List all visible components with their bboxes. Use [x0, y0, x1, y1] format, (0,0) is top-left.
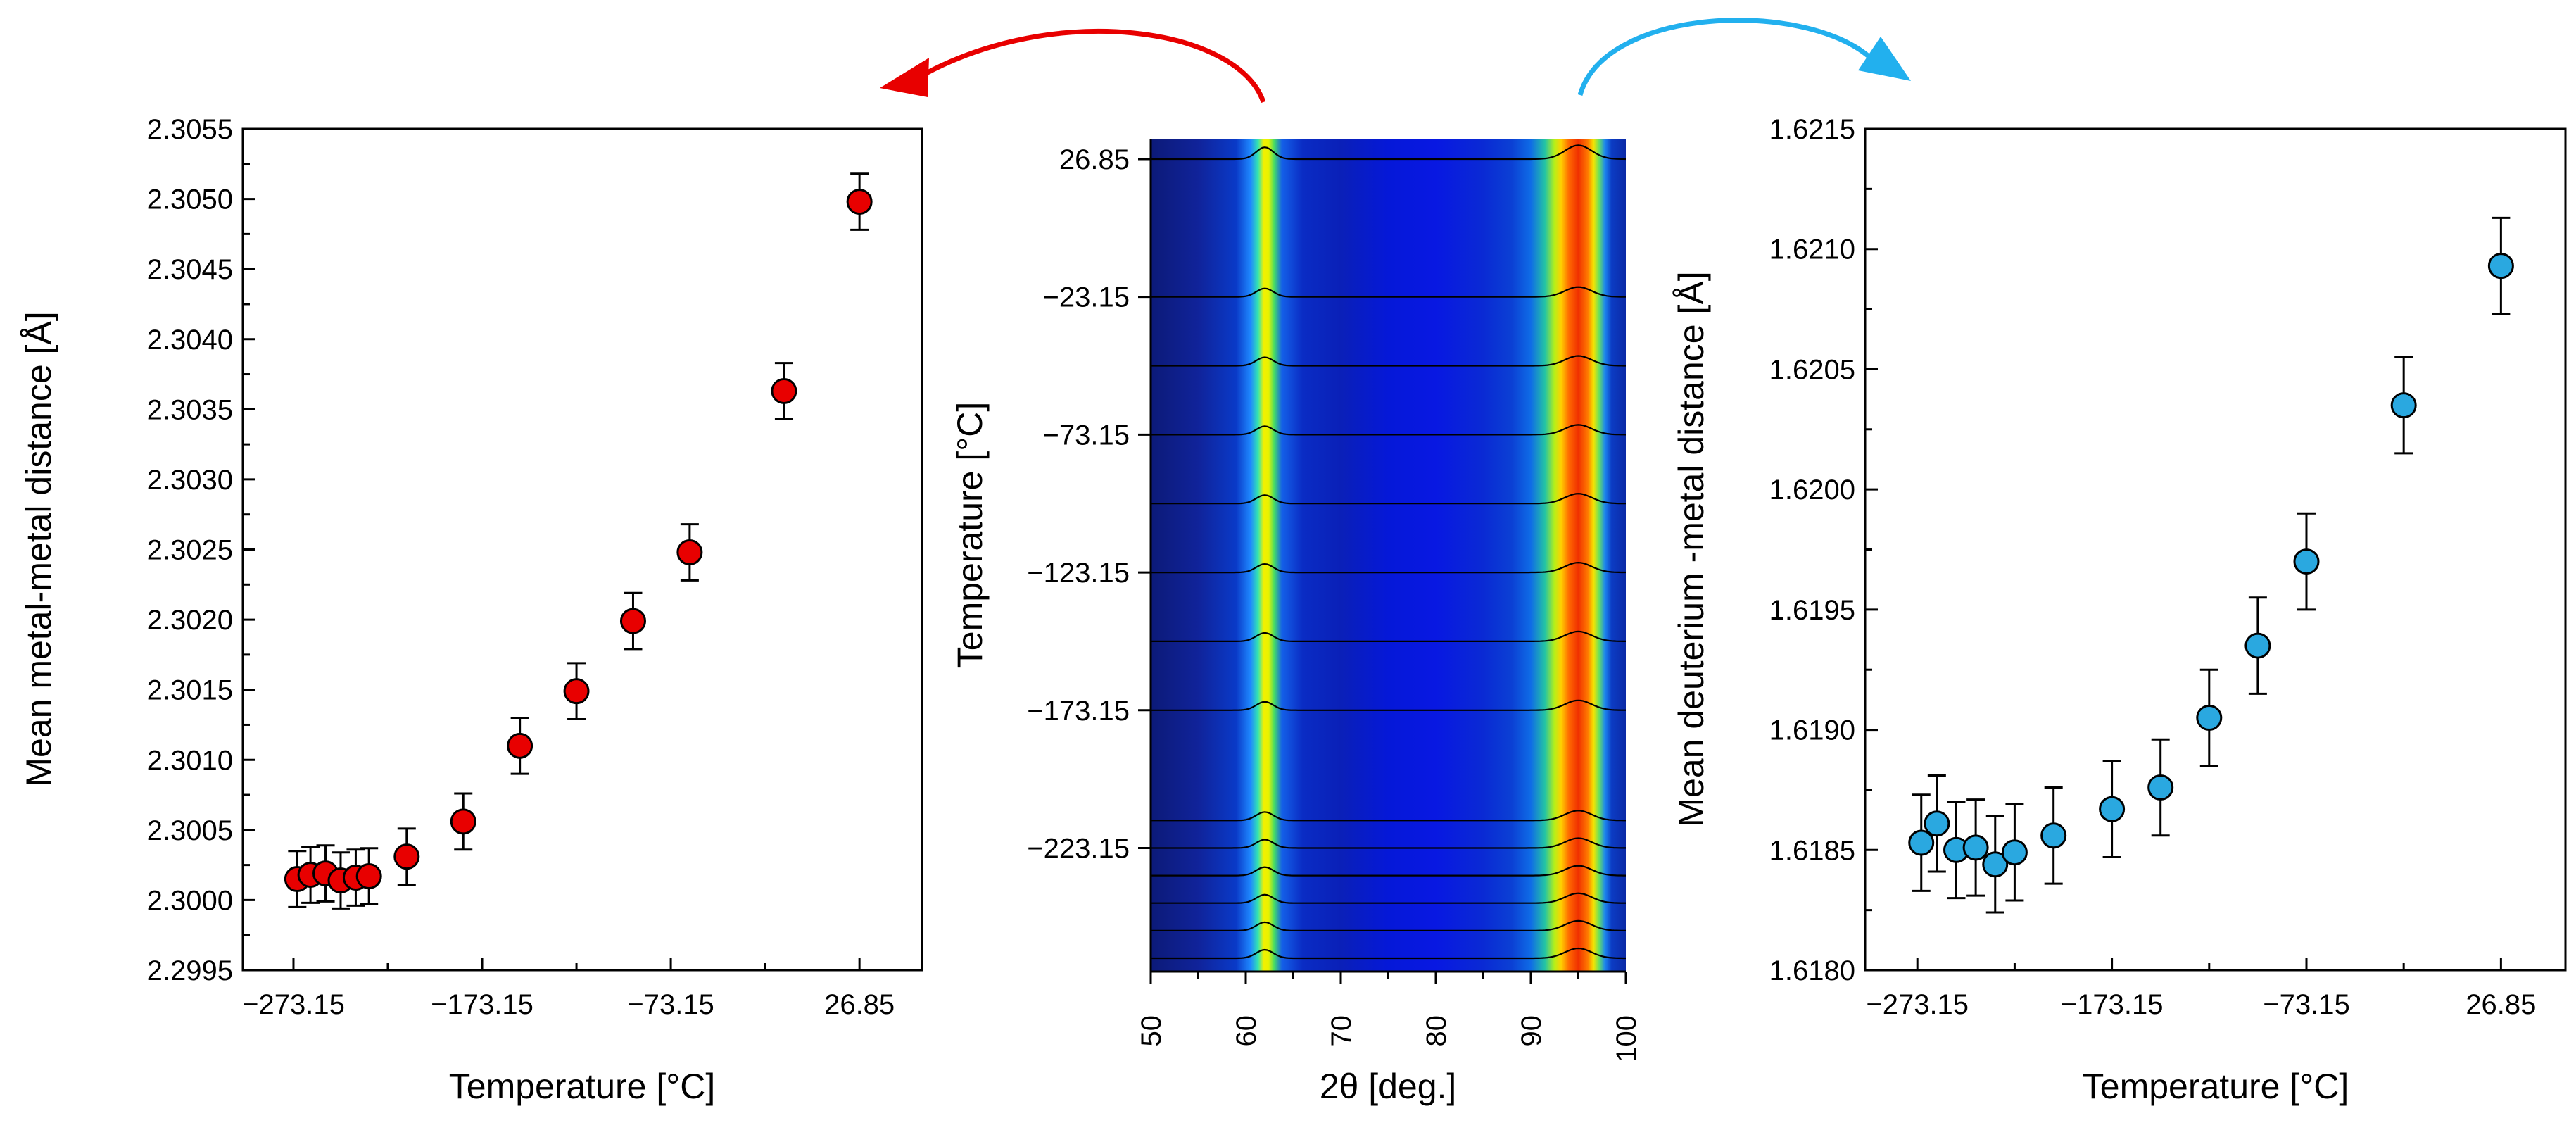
- diffraction-trace: [1151, 424, 1627, 436]
- diffraction-trace: [1151, 699, 1626, 711]
- data-point: [1962, 834, 1989, 861]
- y-tick-label: −173.15: [1027, 696, 1130, 727]
- y-tick-label: 26.85: [1059, 144, 1130, 175]
- x-tick-label: 70: [1326, 1015, 1357, 1047]
- y-tick-label: −73.15: [1043, 420, 1130, 451]
- data-point: [2487, 253, 2514, 280]
- y-tick-label: −223.15: [1027, 833, 1130, 864]
- y-tick-label: 1.6180: [1769, 955, 1855, 986]
- data-point: [2099, 796, 2126, 822]
- diffraction-trace: [1151, 493, 1626, 505]
- y-tick-label: 1.6185: [1769, 835, 1855, 866]
- data-point: [563, 678, 590, 705]
- left-chart: −273.15 −173.15 −73.15 26.85 2.2995 2.3000 2.…: [19, 114, 923, 1106]
- center-ylabel: Temperature [°C]: [950, 402, 990, 668]
- x-tick-label: −273.15: [1866, 989, 1969, 1020]
- data-point: [1982, 851, 2009, 878]
- x-tick-label: 26.85: [824, 989, 895, 1020]
- y-tick-label: −123.15: [1027, 558, 1130, 589]
- y-tick-label: 2.3025: [147, 535, 233, 566]
- y-tick-label: 2.3010: [147, 745, 233, 776]
- y-tick-label: 1.6200: [1769, 475, 1855, 506]
- y-tick-label: 2.3030: [147, 465, 233, 496]
- y-tick-label: 2.3015: [147, 675, 233, 706]
- left-xlabel: Temperature [°C]: [449, 1067, 715, 1106]
- y-tick-label: 2.3005: [147, 815, 233, 846]
- data-point: [2147, 774, 2174, 801]
- y-tick-label: 2.3050: [147, 184, 233, 215]
- diffraction-trace: [1151, 837, 1626, 849]
- x-tick-label: −173.15: [431, 989, 533, 1020]
- y-tick-label: 2.3000: [147, 885, 233, 916]
- diffraction-trace: [1151, 919, 1627, 931]
- diffraction-trace: [1151, 865, 1626, 877]
- x-tick-label: 60: [1231, 1015, 1262, 1047]
- y-tick-label: 2.3035: [147, 394, 233, 425]
- data-point: [2196, 705, 2223, 731]
- y-tick-label: 2.3045: [147, 254, 233, 285]
- diffraction-trace: [1151, 810, 1626, 822]
- y-tick-label: 2.3020: [147, 605, 233, 636]
- y-tick-label: 1.6205: [1769, 354, 1855, 385]
- data-point: [2390, 392, 2417, 419]
- diffraction-trace: [1151, 355, 1626, 367]
- x-tick-label: 80: [1421, 1015, 1452, 1047]
- data-point: [1924, 810, 1950, 837]
- heatmap-image: [1151, 139, 1626, 972]
- data-point: [619, 608, 646, 634]
- x-tick-label: −73.15: [627, 989, 714, 1020]
- right-ylabel: Mean deuterium -metal distance [Å]: [1672, 271, 1711, 827]
- diffraction-trace: [1151, 892, 1626, 904]
- diffraction-trace: [1151, 630, 1626, 642]
- y-tick-label: −23.15: [1043, 282, 1130, 313]
- diffraction-trace: [1151, 144, 1627, 161]
- left-plot-frame: [241, 127, 923, 972]
- data-point: [393, 843, 420, 870]
- blue-curved-arrow: [1577, 18, 1871, 96]
- x-tick-label: −173.15: [2061, 989, 2164, 1020]
- data-point: [2001, 839, 2028, 866]
- right-xlabel: Temperature [°C]: [2083, 1067, 2349, 1106]
- y-tick-label: 2.3055: [147, 114, 233, 145]
- y-tick-label: 1.6210: [1769, 234, 1855, 265]
- diffraction-trace: [1151, 286, 1627, 298]
- y-tick-label: 1.6215: [1769, 114, 1855, 145]
- x-tick-label: −273.15: [242, 989, 345, 1020]
- left-ylabel: Mean metal-metal distance [Å]: [19, 311, 58, 786]
- data-point: [507, 732, 533, 759]
- x-tick-label: −73.15: [2263, 989, 2349, 1020]
- x-tick-label: 100: [1611, 1015, 1642, 1062]
- y-tick-label: 1.6190: [1769, 715, 1855, 746]
- diffraction-trace: [1151, 561, 1626, 574]
- data-point: [2244, 632, 2271, 659]
- y-tick-label: 2.3040: [147, 325, 233, 356]
- y-tick-label: 1.6195: [1769, 595, 1855, 626]
- data-point: [2040, 822, 2067, 849]
- red-curved-arrow: [917, 29, 1266, 103]
- x-tick-label: 26.85: [2465, 989, 2536, 1020]
- red-arrowhead: [880, 58, 929, 97]
- blue-arrowhead: [1858, 37, 1911, 81]
- y-tick-label: 2.2995: [147, 955, 233, 986]
- center-heatmap: 50 60 70 80 90 100 26.85 −23.15 −73.15 −123.15 −1…: [950, 139, 1642, 1106]
- data-point: [355, 863, 382, 890]
- x-tick-label: 50: [1136, 1015, 1167, 1047]
- data-point: [846, 189, 873, 215]
- data-point: [450, 808, 476, 835]
- data-point: [676, 539, 703, 565]
- center-xlabel: 2θ [deg.]: [1320, 1067, 1457, 1106]
- right-chart: −273.15 −173.15 −73.15 26.85 1.6180 1.6185 1.…: [1672, 114, 2567, 1106]
- x-tick-label: 90: [1516, 1015, 1547, 1047]
- data-point: [2293, 548, 2320, 575]
- data-point: [1908, 829, 1935, 856]
- data-point: [771, 377, 797, 404]
- diffraction-trace: [1151, 947, 1626, 960]
